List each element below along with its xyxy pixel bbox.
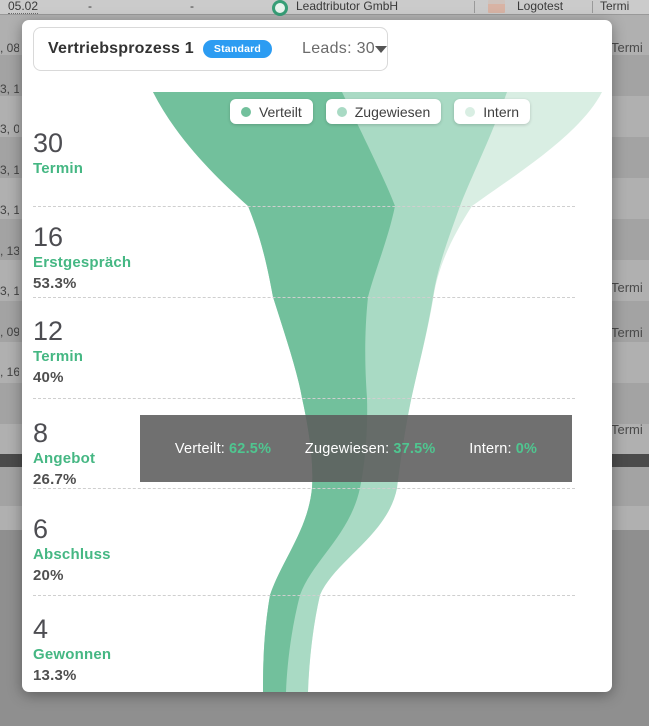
- table-cell-fragment[interactable]: 3, 08: [0, 122, 19, 136]
- stage-separator: [33, 595, 575, 596]
- row-date-link[interactable]: 05.02: [8, 0, 39, 14]
- stage-percent: 40%: [33, 369, 64, 386]
- legend-dot-icon: [336, 106, 347, 117]
- legend-item-verteilt[interactable]: Verteilt: [229, 99, 313, 124]
- stage-erstgespraech: 16 Erstgespräch 53.3%: [33, 222, 131, 294]
- chevron-down-icon[interactable]: [375, 45, 387, 53]
- table-cell-fragment[interactable]: 3, 16: [0, 82, 19, 96]
- column-divider: [474, 1, 475, 13]
- table-cell-fragment[interactable]: 3, 16: [0, 163, 19, 177]
- stage-label: Abschluss: [33, 546, 111, 563]
- legend-dot-icon: [465, 106, 476, 117]
- company-logo-icon: [272, 0, 288, 16]
- legend-item-intern[interactable]: Intern: [454, 99, 531, 124]
- stage-label: Termin: [33, 160, 84, 177]
- stage-count: 12: [33, 316, 64, 346]
- tooltip-verteilt: Verteilt: 62.5%: [174, 440, 272, 457]
- table-cell-fragment[interactable]: 3, 16: [0, 203, 19, 217]
- stage-label: Erstgespräch: [33, 254, 132, 271]
- column-divider: [592, 1, 593, 13]
- stage-count: 30: [33, 128, 64, 158]
- stage-termin-2: 12 Termin 40%: [33, 316, 83, 388]
- legend-label: Zugewiesen: [354, 103, 431, 120]
- funnel-area-verteilt[interactable]: [153, 92, 395, 692]
- table-cell-fragment[interactable]: , 08: [0, 41, 19, 55]
- table-status-fragment: Termi: [611, 325, 643, 340]
- table-status-fragment: Termi: [611, 422, 643, 437]
- stage-label: Termin: [33, 348, 84, 365]
- table-cell-fragment[interactable]: , 16:: [0, 365, 19, 379]
- stage-angebot: 8 Angebot 26.7%: [33, 418, 95, 490]
- row-empty-cell: -: [88, 0, 92, 13]
- account-thumbnail: [488, 0, 505, 13]
- funnel-tooltip: Verteilt: 62.5% Zugewiesen: 37.5% Intern: 0…: [140, 415, 572, 482]
- sales-process-modal: Vertriebsprozess 1 Standard Leads: 30 Ve…: [22, 20, 612, 692]
- stage-count: 6: [33, 514, 49, 544]
- table-status-fragment: Termi: [611, 40, 643, 55]
- stage-count: 16: [33, 222, 64, 252]
- stage-percent: 20%: [33, 567, 64, 584]
- funnel-chart[interactable]: [150, 90, 610, 692]
- stage-percent: 13.3%: [33, 667, 77, 684]
- tooltip-intern: Intern: 0%: [469, 440, 538, 457]
- legend-dot-icon: [240, 106, 251, 117]
- row-empty-cell: -: [190, 0, 194, 13]
- stage-separator: [33, 398, 575, 399]
- table-cell-fragment[interactable]: 3, 15: [0, 284, 19, 298]
- leads-count: Leads: 30: [302, 40, 375, 57]
- stage-separator: [33, 297, 575, 298]
- stage-separator: [33, 488, 575, 489]
- row-company-name[interactable]: Leadtributor GmbH: [296, 0, 399, 13]
- stage-abschluss: 6 Abschluss 20%: [33, 514, 111, 586]
- table-status-fragment: Termi: [611, 280, 643, 295]
- stage-count: 4: [33, 614, 49, 644]
- legend-label: Verteilt: [258, 103, 302, 120]
- stage-gewonnen: 4 Gewonnen 13.3%: [33, 614, 111, 686]
- stage-separator: [33, 206, 575, 207]
- row-status-cell: Termi: [600, 0, 630, 13]
- stage-label: Angebot: [33, 450, 96, 467]
- standard-badge: Standard: [202, 40, 273, 58]
- stage-termin-1: 30 Termin: [33, 128, 83, 179]
- tooltip-zugewiesen: Zugewiesen: 37.5%: [304, 440, 436, 457]
- table-cell-fragment[interactable]: , 09: [0, 325, 19, 339]
- background-table-row-top: 05.02 - - Leadtributor GmbH Logotest Ter…: [0, 0, 649, 16]
- stage-label: Gewonnen: [33, 646, 112, 663]
- chart-legend: Verteilt Zugewiesen Intern: [152, 99, 608, 124]
- legend-label: Intern: [483, 103, 520, 120]
- stage-percent: 53.3%: [33, 275, 77, 292]
- row-account-name[interactable]: Logotest: [517, 0, 564, 13]
- legend-item-zugewiesen[interactable]: Zugewiesen: [325, 99, 442, 124]
- stage-count: 8: [33, 418, 49, 448]
- process-title: Vertriebsprozess 1: [48, 40, 194, 57]
- table-cell-fragment[interactable]: , 13:: [0, 244, 19, 258]
- process-selector[interactable]: Vertriebsprozess 1 Standard Leads: 30: [33, 27, 388, 71]
- stage-percent: 26.7%: [33, 471, 77, 488]
